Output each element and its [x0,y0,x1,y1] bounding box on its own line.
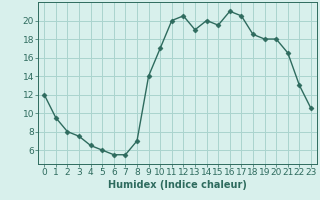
X-axis label: Humidex (Indice chaleur): Humidex (Indice chaleur) [108,180,247,190]
